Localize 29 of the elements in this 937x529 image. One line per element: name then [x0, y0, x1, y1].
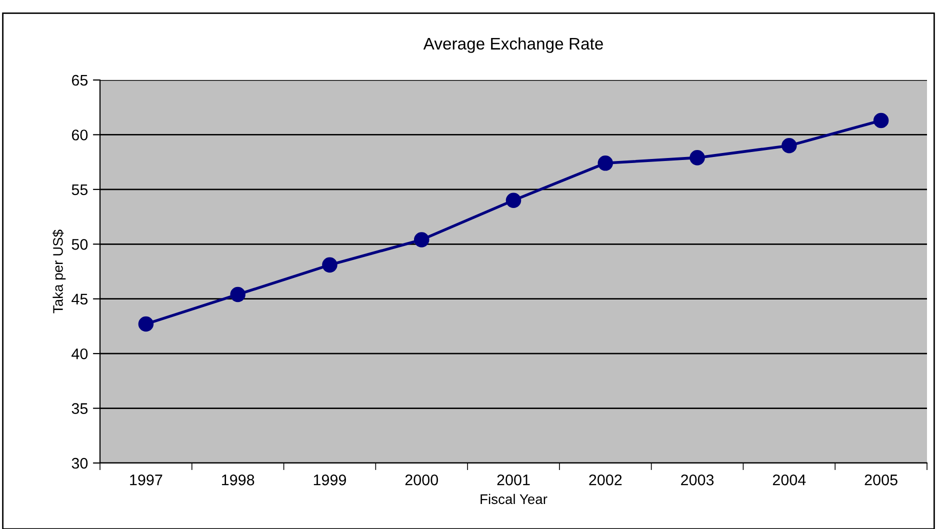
- point: [414, 232, 430, 248]
- y-tick-label: 60: [72, 130, 88, 140]
- point: [322, 257, 338, 273]
- point: [873, 112, 889, 128]
- point: [782, 138, 797, 154]
- point: [598, 156, 614, 171]
- y-tick-label: 45: [72, 294, 88, 305]
- x-tick-label: 2000: [405, 474, 438, 486]
- point: [690, 150, 705, 166]
- x-tick-label: 1997: [130, 474, 162, 486]
- y-axis-title: Taka per US$: [52, 230, 66, 314]
- x-tick-label: 2001: [497, 474, 530, 486]
- x-tick-label: 2005: [864, 474, 898, 486]
- point: [506, 192, 522, 208]
- x-tick-label: 2003: [681, 474, 714, 486]
- y-tick-label: 50: [72, 239, 88, 250]
- y-tick-label: 30: [72, 458, 88, 469]
- chart-title: Average Exchange Rate: [423, 37, 603, 53]
- y-tick-label: 40: [72, 348, 88, 360]
- x-tick-label: 2004: [772, 474, 806, 486]
- point: [138, 316, 154, 332]
- point: [230, 286, 246, 302]
- x-tick-label: 2002: [589, 474, 622, 486]
- y-tick-label: 35: [72, 403, 88, 414]
- x-tick-label: 1999: [314, 474, 346, 486]
- y-tick-label: 65: [72, 74, 88, 86]
- x-axis-title: Fiscal Year: [480, 494, 548, 504]
- y-tick-label: 55: [72, 184, 88, 196]
- x-tick-label: 1998: [222, 474, 254, 486]
